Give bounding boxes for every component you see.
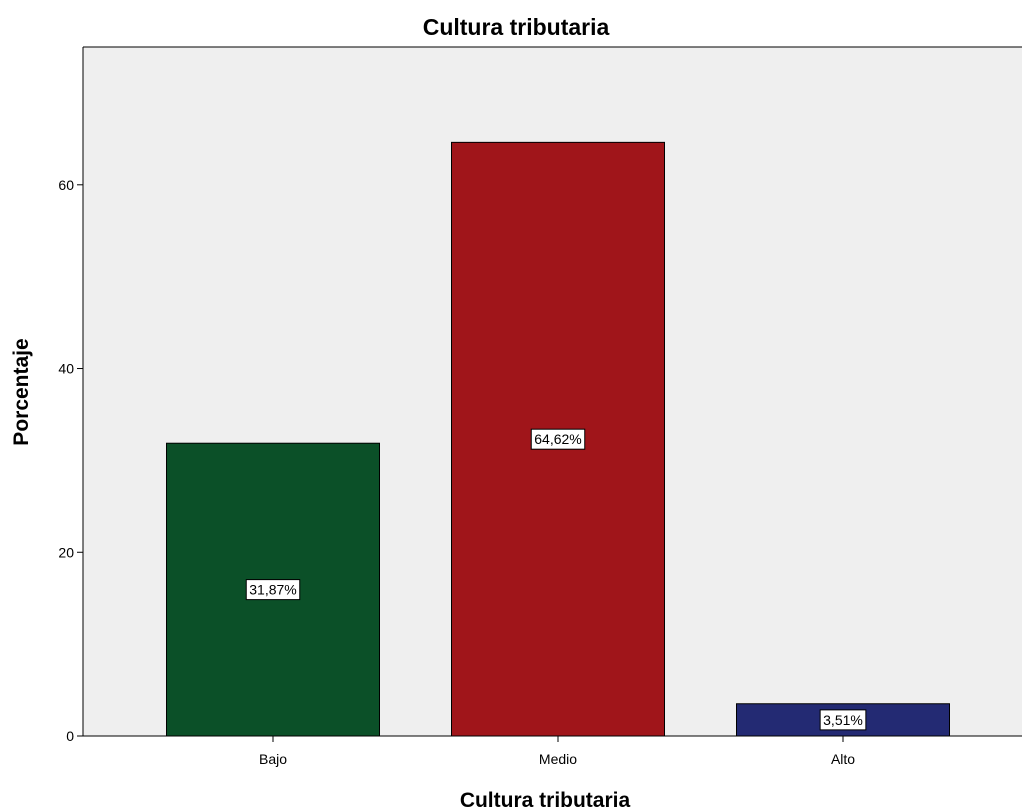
x-tick-label-alto: Alto	[831, 751, 855, 767]
x-tick-label-medio: Medio	[539, 751, 577, 767]
data-labels-layer: 31,87% 64,62% 3,51%	[245, 428, 867, 731]
data-label-box-alto	[819, 709, 867, 731]
chart-title: Cultura tributaria	[423, 14, 610, 40]
y-tick-label-60: 60	[58, 177, 74, 193]
data-label-medio: 64,62%	[534, 431, 581, 447]
data-label-box-bajo	[245, 579, 301, 601]
x-tick-label-bajo: Bajo	[259, 751, 287, 767]
data-label-box-medio	[530, 428, 586, 450]
x-axis-title: Cultura tributaria	[460, 789, 631, 812]
axes-layer: Bajo Medio Alto 0 20 40 60	[58, 46, 1022, 767]
y-tick-label-0: 0	[66, 728, 74, 744]
y-tick-label-40: 40	[58, 361, 74, 377]
y-axis-title: Porcentaje	[10, 338, 33, 445]
y-tick-label-20: 20	[58, 544, 74, 560]
data-label-alto: 3,51%	[823, 712, 863, 728]
data-label-bajo: 31,87%	[249, 582, 296, 598]
